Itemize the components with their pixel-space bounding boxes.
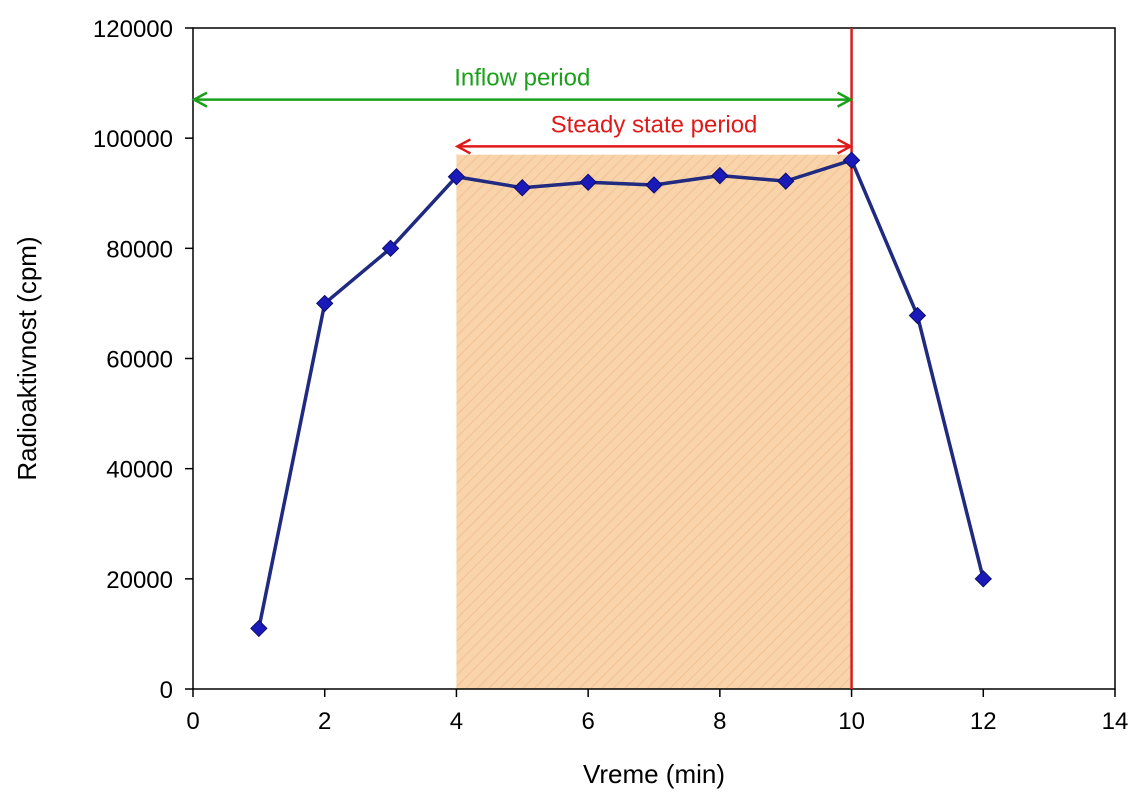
y-axis-title: Radioaktivnost (cpm) [12,236,42,480]
steady-arrow: Steady state period [454,111,854,155]
data-point [777,172,795,190]
x-axis: 0 2 4 6 8 10 12 14 [186,689,1128,735]
series-markers [250,151,992,638]
data-point [381,239,400,258]
data-point [842,151,861,169]
y-axis: 0 20000 40000 60000 80000 100000 120000 [93,16,193,704]
x-tick-label: 4 [450,708,463,735]
data-point [447,168,466,186]
x-tick-label: 8 [713,708,726,735]
x-tick-label: 10 [838,708,865,735]
x-axis-title: Vreme (min) [583,759,725,789]
y-tick-label: 80000 [106,236,173,263]
x-tick-label: 12 [970,708,997,735]
data-point [645,176,663,194]
data-point [316,294,334,313]
x-tick-label: 0 [186,708,199,735]
x-tick-label: 14 [1102,708,1129,735]
y-tick-label: 60000 [106,347,173,374]
series-line [257,158,985,629]
annotations: Inflow period Steady state period [191,65,854,155]
y-tick-label: 20000 [106,567,173,594]
data-point [711,166,729,185]
data-point [974,570,992,588]
inflow-arrow: Inflow period [191,65,854,108]
y-tick-label: 40000 [106,457,173,484]
data-point [579,173,597,191]
data-point [513,179,531,197]
y-tick-label: 120000 [93,16,173,43]
y-tick-label: 0 [160,677,173,704]
shaded-steady-hatch [456,154,852,690]
x-tick-label: 6 [581,708,594,735]
inflow-label: Inflow period [454,65,590,92]
x-tick-label: 2 [318,708,331,735]
y-tick-label: 100000 [93,126,173,153]
data-point [250,619,268,638]
plot-area: 0 2 4 6 8 10 12 14 0 20000 40000 60000 80000 100000 1… [93,16,1128,735]
steady-label: Steady state period [551,111,758,138]
data-point [908,306,927,325]
